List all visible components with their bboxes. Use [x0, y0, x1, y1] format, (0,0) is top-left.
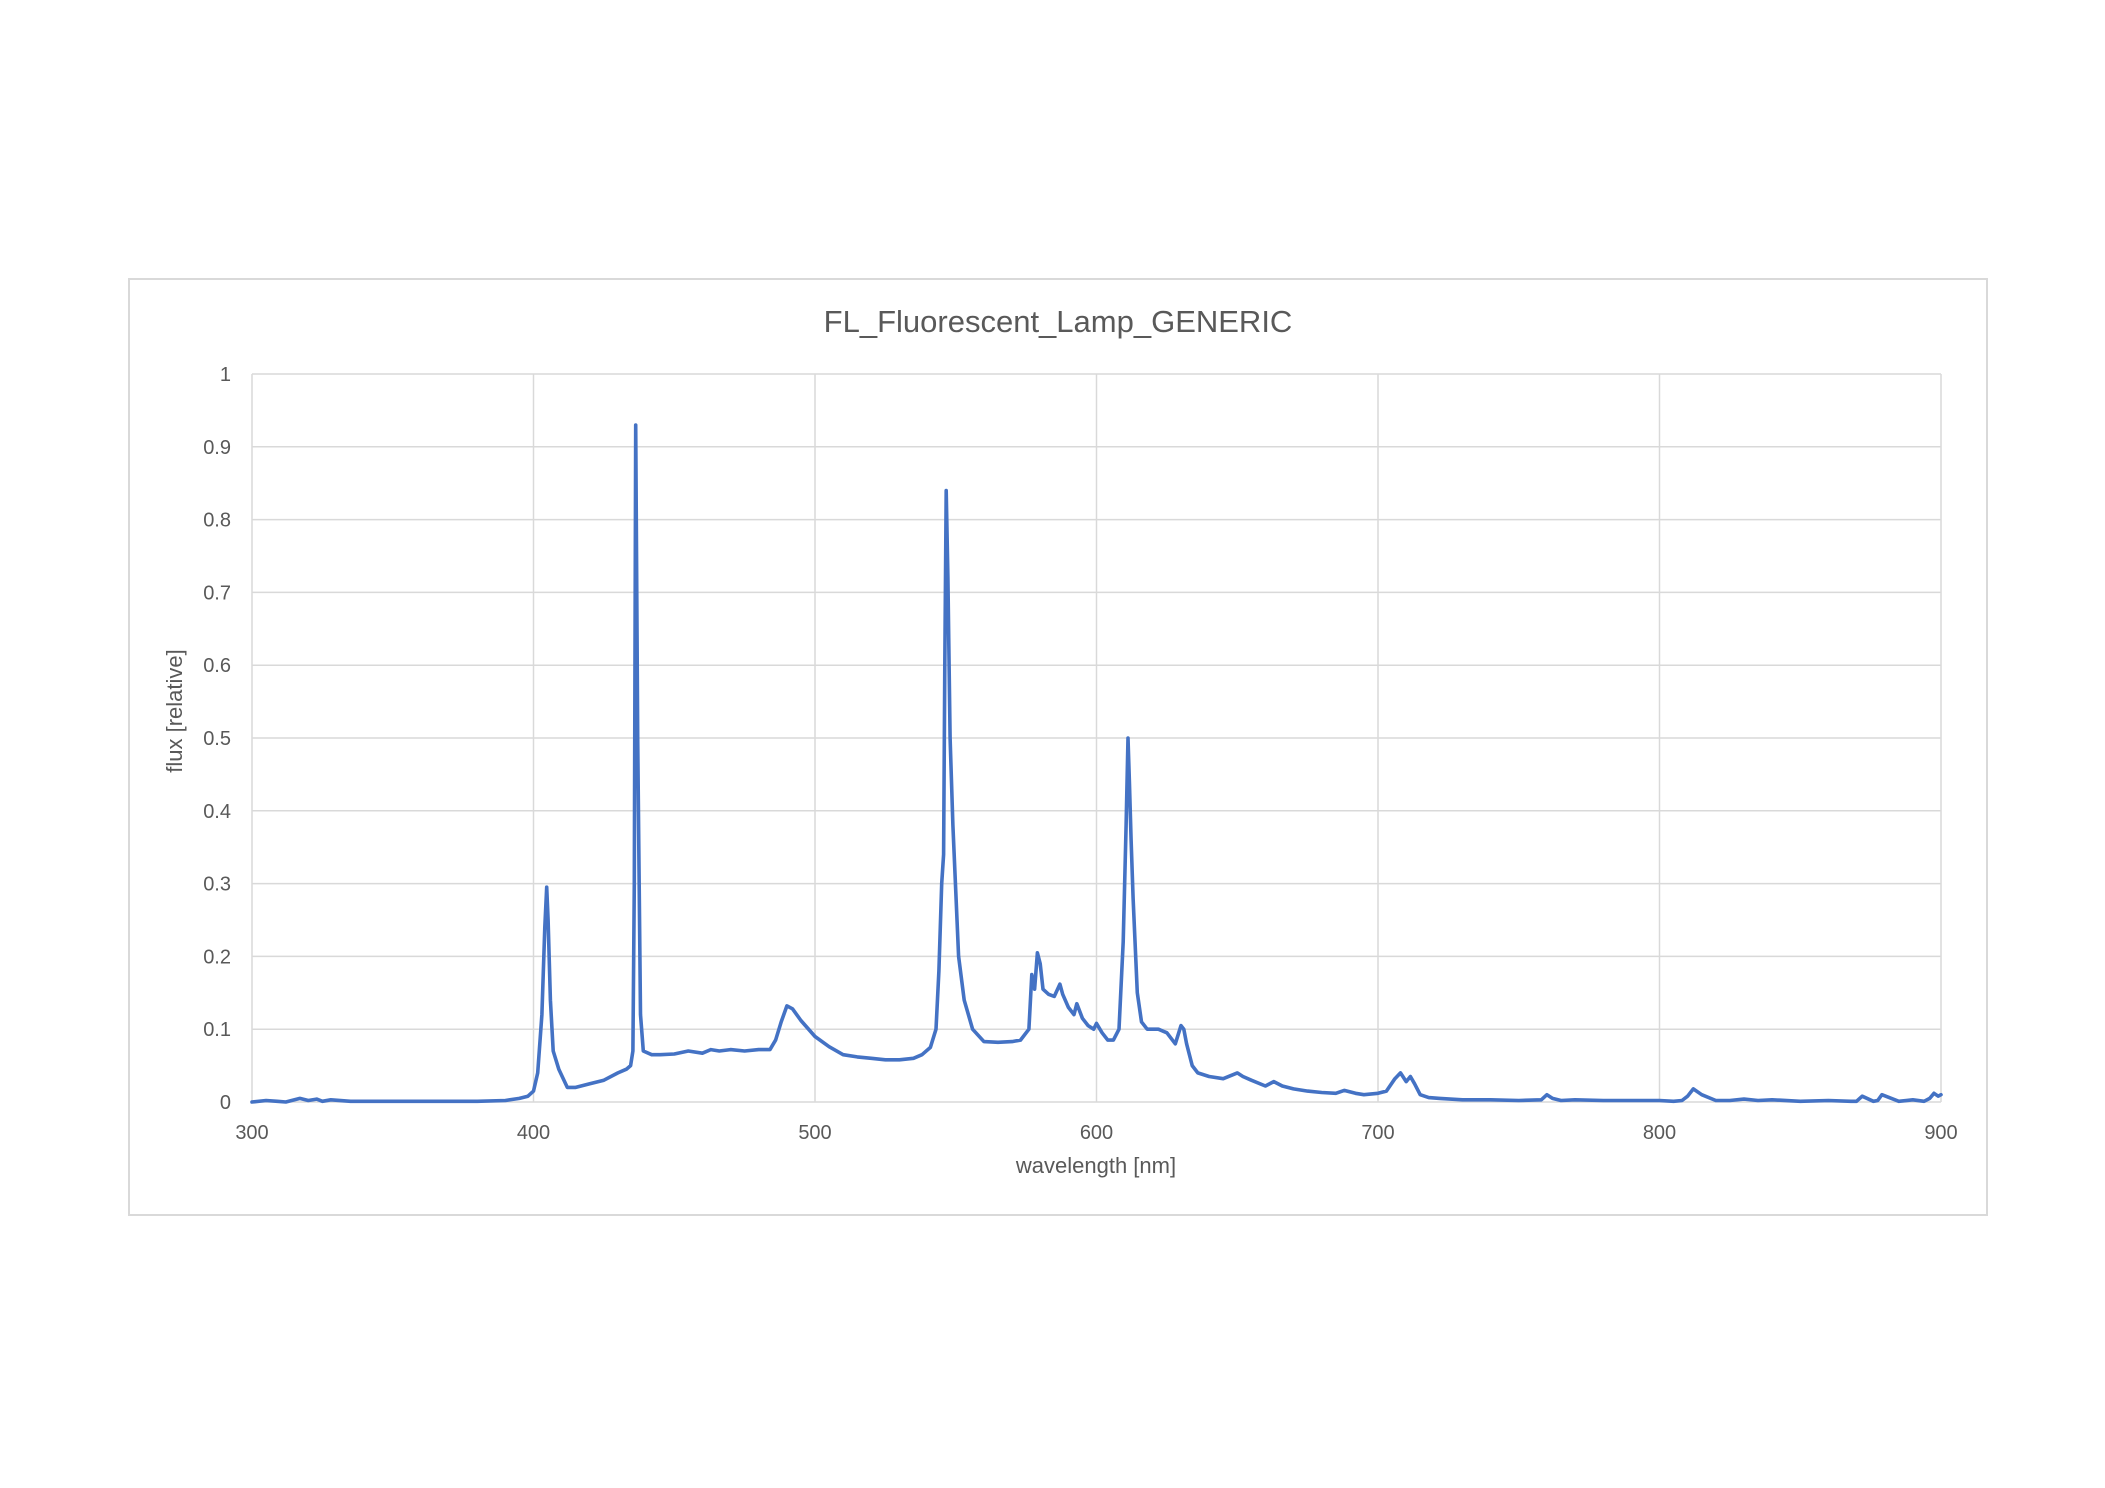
y-tick-label: 0.9 [203, 437, 231, 459]
spectrum-series-line [250, 423, 1943, 1104]
x-tick-label: 800 [1643, 1122, 1676, 1144]
chart-title: FL_Fluorescent_Lamp_GENERIC [824, 304, 1293, 339]
y-tick-label: 0.5 [203, 728, 231, 750]
y-axis-label: flux [relative] [162, 649, 187, 773]
y-tick-label: 1 [220, 364, 231, 386]
y-tick-label: 0.7 [203, 582, 231, 604]
x-tick-label: 700 [1361, 1122, 1394, 1144]
y-tick-label: 0 [220, 1092, 231, 1114]
y-tick-label: 0.2 [203, 946, 231, 968]
x-tick-label: 300 [235, 1122, 268, 1144]
x-tick-labels: 300 400 500 600 700 800 900 [235, 1122, 1957, 1144]
x-tick-label: 900 [1924, 1122, 1957, 1144]
x-tick-label: 400 [517, 1122, 550, 1144]
y-tick-label: 0.8 [203, 510, 231, 532]
y-tick-label: 0.4 [203, 801, 231, 823]
y-tick-label: 0.1 [203, 1019, 231, 1041]
chart-area: FL_Fluorescent_Lamp_GENERIC 0 0.1 0.2 0.3 0.… [128, 278, 1988, 1216]
chart-svg: FL_Fluorescent_Lamp_GENERIC 0 0.1 0.2 0.3 0.… [162, 304, 1958, 1178]
x-axis-label: wavelength [nm] [1015, 1153, 1176, 1178]
x-tick-label: 600 [1080, 1122, 1113, 1144]
x-gridlines [251, 374, 1942, 1102]
y-tick-label: 0.3 [203, 874, 231, 896]
x-tick-label: 500 [798, 1122, 831, 1144]
y-tick-label: 0.6 [203, 655, 231, 677]
y-tick-labels: 0 0.1 0.2 0.3 0.4 0.5 0.6 0.7 0.8 0.9 1 [203, 364, 231, 1114]
